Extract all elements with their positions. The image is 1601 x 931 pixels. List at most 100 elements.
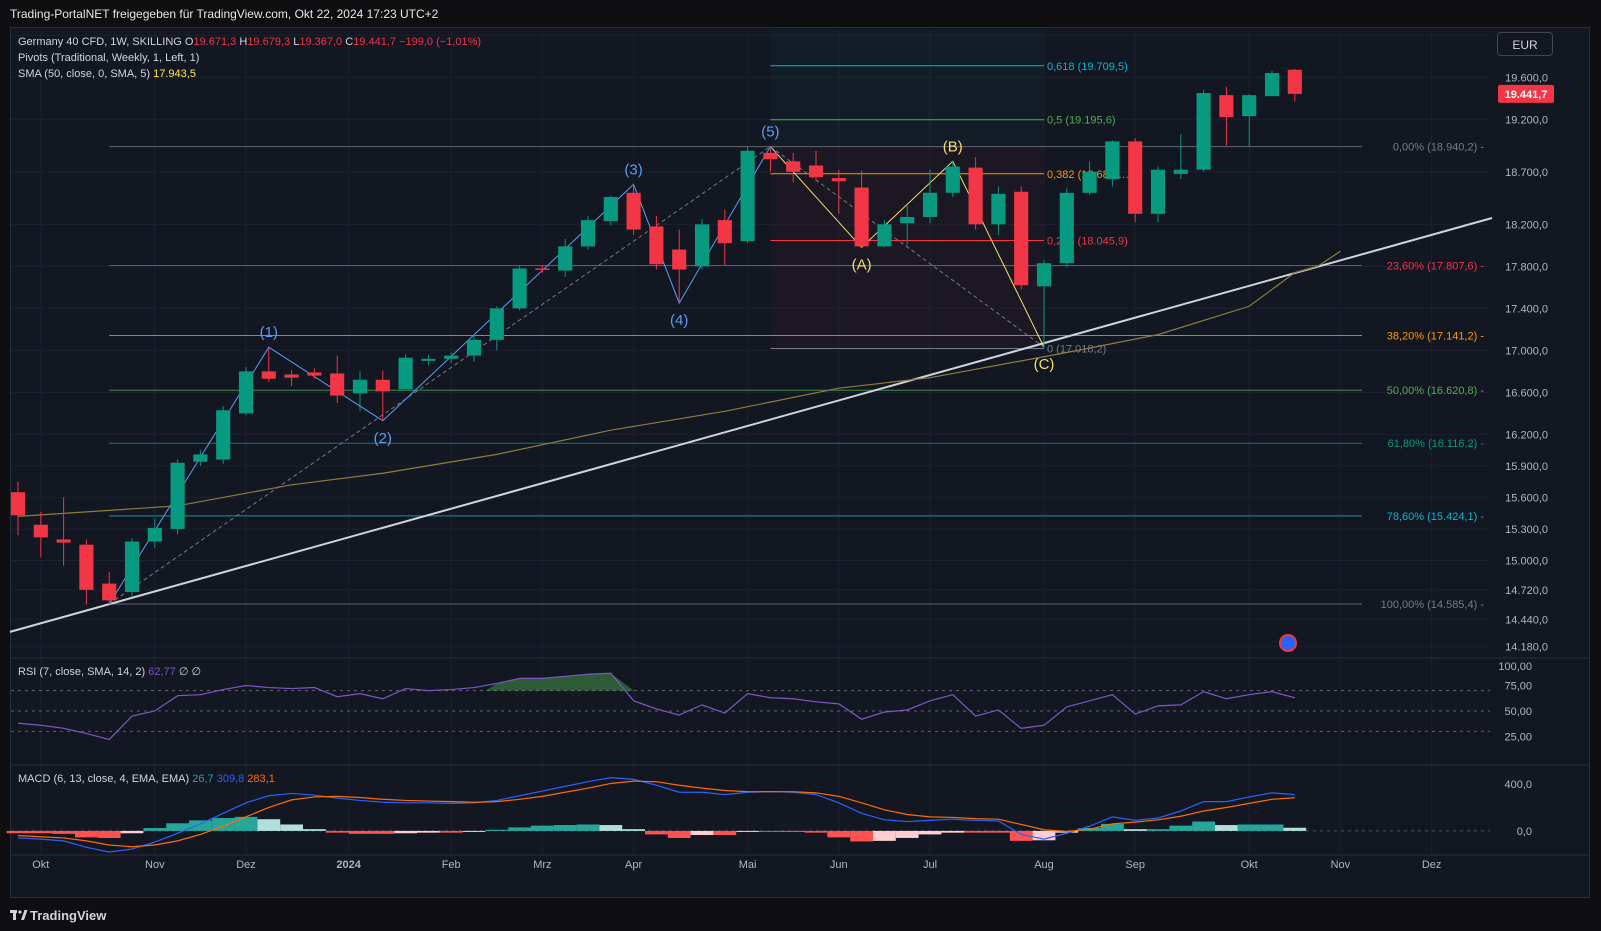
time-tick-label: Nov <box>145 859 165 871</box>
candle-body <box>512 268 527 309</box>
macd-histogram-bar <box>417 830 440 833</box>
low-value: 19.367,0 <box>299 36 343 48</box>
candle-body <box>945 166 960 193</box>
candle-body <box>1014 191 1029 286</box>
macd-histogram-bar <box>394 830 417 834</box>
macd-histogram-bar <box>97 830 121 838</box>
macd-name: MACD (6, 13, close, 4, EMA, EMA) <box>18 773 190 785</box>
rsi-legend[interactable]: RSI (7, close, SMA, 14, 2) 62,77 ∅ ∅ <box>18 665 201 678</box>
macd-histogram-bar <box>645 830 668 835</box>
macd-tick-label: 0,0 <box>1517 826 1532 838</box>
macd-histogram-bar <box>462 830 486 832</box>
candle-body <box>558 246 573 271</box>
candle-body <box>147 527 162 542</box>
macd-histogram-bar <box>804 830 828 833</box>
macd-histogram-bar <box>1032 830 1056 841</box>
high-label: H <box>239 36 248 48</box>
macd-histogram-bar <box>485 829 509 831</box>
macd-histogram-bar <box>1009 830 1033 841</box>
macd-histogram-bar <box>371 830 395 834</box>
candle-body <box>672 249 687 270</box>
wave-label: (B) <box>943 138 963 155</box>
symbol-name[interactable]: Germany 40 CFD, 1W, SKILLING <box>18 36 182 48</box>
candle-body <box>1242 95 1257 117</box>
candle-body <box>1287 69 1302 94</box>
candle-body <box>330 373 345 396</box>
candle-body <box>79 544 94 590</box>
candle-body <box>900 216 915 224</box>
currency-button[interactable]: EUR <box>1497 32 1553 56</box>
candle-body <box>1036 263 1052 287</box>
price-tick-label: 14.180,0 <box>1505 642 1548 654</box>
macd-histogram-bar <box>964 830 987 833</box>
rsi-line <box>17 672 1295 741</box>
fibonacci-levels: 0,00% (18.940,2) - 23,60% (17.807,6) - 38,… <box>109 30 1484 611</box>
fib-label: 23,60% (17.807,6) - <box>1387 261 1485 273</box>
macd-histogram-bar <box>690 830 714 836</box>
wave-label: (1) <box>260 324 278 341</box>
candles <box>10 68 1302 605</box>
candle-body <box>284 374 299 378</box>
macd-histogram-bar <box>1101 823 1124 831</box>
time-tick-label: Mrz <box>533 859 551 871</box>
macd-histogram-bar <box>1283 827 1307 831</box>
snapshot-header: Trading-PortalNET freigegeben für Tradin… <box>0 0 1601 27</box>
macd-histogram-bar <box>873 830 896 841</box>
sma-indicator[interactable]: SMA (50, close, 0, SMA, 5) <box>18 68 151 80</box>
fib-label: 0,00% (18.940,2) - <box>1393 142 1484 154</box>
time-tick-label: Jun <box>830 859 848 871</box>
macd-histogram-bar <box>1123 829 1147 831</box>
tradingview-brand[interactable]: TradingView <box>10 908 106 923</box>
rsi-overbought-fill <box>485 673 645 691</box>
macd-histogram-bar <box>439 830 463 833</box>
macd-histogram-bar <box>599 825 623 831</box>
footer <box>0 898 1601 931</box>
macd-histogram-bar <box>234 816 258 831</box>
macd-histogram-bar <box>1237 824 1261 831</box>
candle-body <box>968 167 983 225</box>
candle-body <box>307 372 322 376</box>
macd-legend[interactable]: MACD (6, 13, close, 4, EMA, EMA) 26,7 30… <box>18 773 275 785</box>
candle-body <box>124 541 140 592</box>
trendline <box>9 217 1493 633</box>
price-tick-label: 16.200,0 <box>1505 429 1548 441</box>
candle-body <box>854 187 869 247</box>
macd-histogram-bar <box>918 830 942 835</box>
candle-body <box>626 192 641 230</box>
correction-wave <box>770 146 1045 348</box>
close-value: 19.441,7 <box>353 36 396 48</box>
candle-body <box>1173 169 1188 174</box>
price-tick-label: 19.200,0 <box>1505 114 1548 126</box>
fib-label: 50,00% (16.620,8) - <box>1387 385 1485 397</box>
macd-histogram-bar <box>508 827 531 831</box>
macd-histogram-bar <box>781 830 805 832</box>
support-trendline <box>9 217 1493 633</box>
fib-label: 61,80% (16.116,2) - <box>1388 438 1485 450</box>
candle-body <box>10 492 26 516</box>
macd-histogram-bar <box>120 830 144 834</box>
candle-body <box>1105 141 1120 180</box>
candle-body <box>466 339 482 356</box>
candle-body <box>694 224 710 267</box>
wave-label: (4) <box>670 312 688 329</box>
time-tick-label: Feb <box>442 859 461 871</box>
sma-line <box>17 250 1341 517</box>
price-tick-label: 19.600,0 <box>1505 72 1548 84</box>
time-tick-label: Mai <box>739 859 757 871</box>
change-value: −199,0 (−1,01%) <box>399 36 482 48</box>
symbol-legend: Germany 40 CFD, 1W, SKILLING O19.671,3 H… <box>18 34 481 82</box>
candle-body <box>170 462 185 529</box>
candle-body <box>352 379 368 394</box>
macd-histogram-bar <box>667 830 691 838</box>
candle-body <box>763 152 778 160</box>
candle-body <box>1150 169 1166 214</box>
macd-histogram-bar <box>280 824 303 831</box>
macd-histogram-bar <box>29 830 53 834</box>
fib-extension-label: 0,5 (19.195,6) <box>1047 115 1116 127</box>
macd-histogram-bar <box>52 830 75 834</box>
candle-body <box>535 268 550 270</box>
pivots-indicator[interactable]: Pivots (Traditional, Weekly, 1, Left, 1) <box>18 52 200 64</box>
time-axis: Okt Nov Dez 2024 Feb Mrz Apr Mai Jun Jul Aug Sep Okt… <box>32 859 1441 871</box>
candle-body <box>922 192 938 217</box>
